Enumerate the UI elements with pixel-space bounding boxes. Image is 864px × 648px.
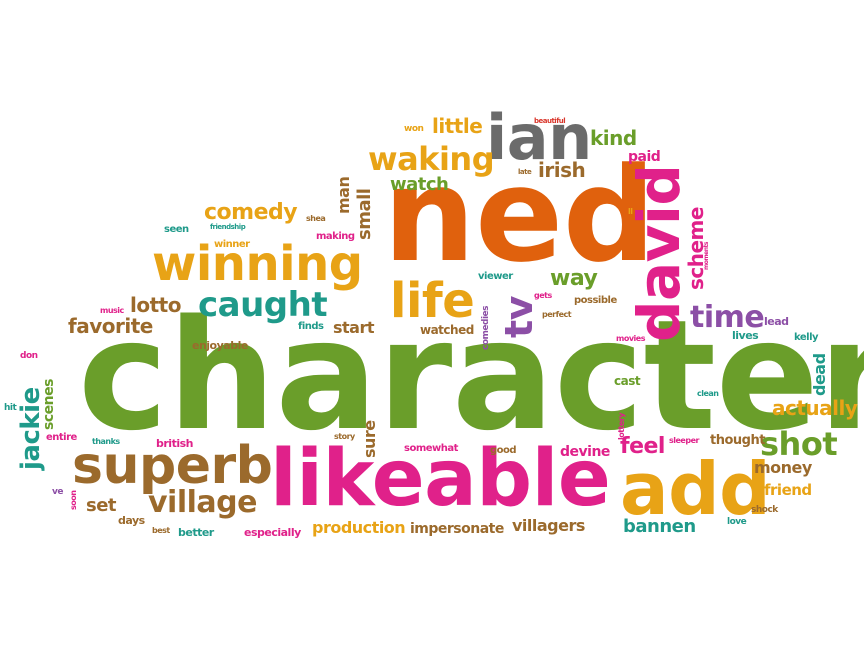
- word-lottery: lottery: [617, 413, 626, 440]
- word-paid: paid: [628, 149, 661, 165]
- word-time: time: [690, 300, 765, 335]
- word-friendship: friendship: [210, 223, 246, 231]
- word-thought: thought: [710, 433, 765, 448]
- word-comedy: comedy: [204, 200, 298, 225]
- word-add: add: [620, 447, 771, 531]
- word-best: best: [152, 526, 170, 535]
- word-soon: soon: [69, 490, 78, 510]
- word-thanks: thanks: [92, 437, 120, 446]
- word-perfect: perfect: [542, 310, 572, 319]
- word-kind: kind: [590, 126, 637, 150]
- word-production: production: [312, 518, 406, 537]
- word-comedies: comedies: [481, 306, 491, 350]
- word-late: late: [518, 168, 532, 176]
- word-villagers: villagers: [512, 516, 585, 535]
- word-impersonate: impersonate: [410, 521, 504, 537]
- word-little: little: [432, 114, 483, 138]
- word-tv: tv: [497, 296, 541, 338]
- word-friend: friend: [764, 481, 812, 499]
- word-small: small: [354, 188, 375, 240]
- word-favorite: favorite: [68, 314, 153, 338]
- word-likeable: likeable: [270, 434, 611, 524]
- word-watched: watched: [420, 323, 474, 337]
- word-kelly: kelly: [794, 332, 819, 343]
- word-shock: shock: [751, 505, 778, 515]
- word-devine: devine: [560, 444, 610, 460]
- word-watch: watch: [390, 174, 449, 195]
- word-british: british: [156, 437, 193, 450]
- word-ll: ll: [628, 207, 633, 216]
- word-start: start: [333, 318, 375, 337]
- word-gets: gets: [534, 291, 552, 300]
- word-music: music: [100, 306, 124, 315]
- word-way: way: [550, 266, 598, 291]
- word-lives: lives: [732, 329, 759, 342]
- word-shot: shot: [760, 425, 838, 463]
- word-sleeper: sleeper: [669, 436, 699, 445]
- word-money: money: [754, 458, 812, 477]
- word-days: days: [118, 514, 145, 527]
- word-cast: cast: [614, 374, 641, 388]
- word-seen: seen: [164, 224, 189, 235]
- word-somewhat: somewhat: [404, 443, 458, 454]
- word-story: story: [334, 432, 355, 441]
- word-sure: sure: [360, 420, 379, 458]
- word-waking: waking: [368, 140, 495, 178]
- word-set: set: [86, 495, 117, 516]
- word-moments: moments: [703, 242, 710, 270]
- word-feel: feel: [620, 434, 665, 459]
- word-beautiful: beautiful: [534, 117, 566, 125]
- word-dead: dead: [810, 353, 829, 396]
- word-caught: caught: [198, 285, 328, 325]
- word-better: better: [178, 526, 214, 539]
- word-don: don: [20, 351, 38, 361]
- word-ian: ian: [486, 101, 592, 174]
- word-character: character: [78, 287, 864, 464]
- word-ned: ned: [383, 139, 656, 291]
- word-bannen: bannen: [623, 516, 696, 537]
- word-superb: superb: [72, 436, 273, 496]
- word-enjoyable: enjoyable: [192, 339, 248, 352]
- word-life: life: [390, 273, 475, 329]
- word-won: won: [404, 124, 424, 134]
- word-love: love: [727, 517, 747, 527]
- word-lotto: lotto: [130, 293, 181, 317]
- word-shea: shea: [306, 214, 326, 223]
- word-ve: ve: [52, 487, 63, 497]
- word-movies: movies: [616, 334, 645, 343]
- word-hit: hit: [4, 403, 17, 413]
- word-good: good: [490, 445, 517, 456]
- word-entire: entire: [46, 432, 77, 443]
- word-making: making: [316, 231, 355, 242]
- word-especially: especially: [244, 526, 301, 539]
- word-possible: possible: [574, 295, 617, 306]
- word-viewer: viewer: [478, 271, 513, 282]
- word-david: david: [625, 164, 693, 342]
- word-irish: irish: [538, 158, 586, 182]
- word-winning: winning: [152, 236, 363, 292]
- word-scenes: scenes: [41, 379, 57, 430]
- word-winner: winner: [214, 239, 250, 250]
- word-actually: actually: [772, 396, 858, 420]
- word-finds: finds: [298, 321, 324, 332]
- word-village: village: [148, 485, 257, 520]
- word-clean: clean: [697, 389, 719, 398]
- word-lead: lead: [764, 315, 789, 328]
- word-man: man: [334, 176, 353, 214]
